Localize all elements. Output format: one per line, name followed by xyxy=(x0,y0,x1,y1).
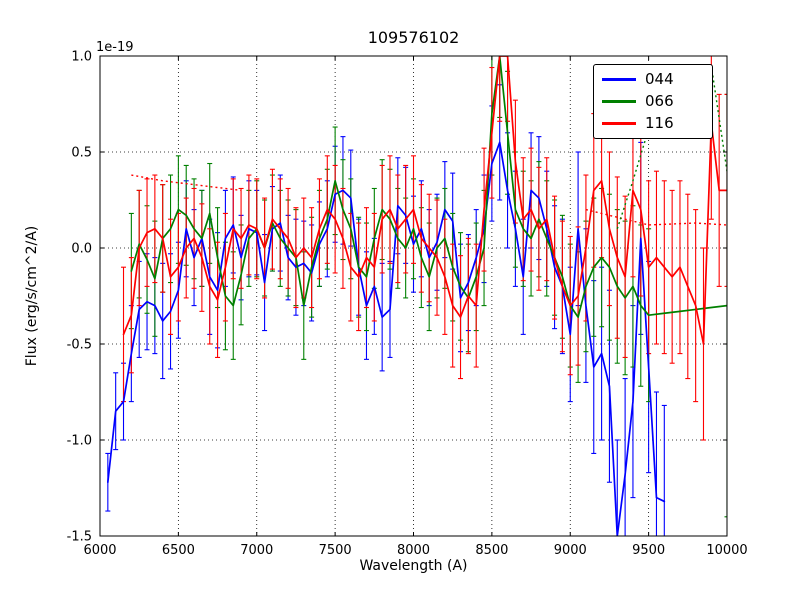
svg-text:8500: 8500 xyxy=(475,543,508,558)
y-axis-label: Flux (erg/s/cm^2/A) xyxy=(24,225,40,367)
svg-text:7500: 7500 xyxy=(319,543,352,558)
x-tick-labels: 6000 6500 7000 7500 8000 8500 9000 9500 10000 xyxy=(83,543,747,558)
svg-text:8000: 8000 xyxy=(397,543,430,558)
legend-label-066: 066 xyxy=(645,92,674,110)
y-axis-scale-offset: 1e-19 xyxy=(96,40,134,55)
legend-line-sample-116 xyxy=(602,122,636,125)
svg-text:9500: 9500 xyxy=(632,543,665,558)
series-line-066 xyxy=(130,56,727,318)
chart-title: 109576102 xyxy=(367,28,460,47)
svg-text:-1.5: -1.5 xyxy=(67,530,92,545)
legend-entry-044: 044 xyxy=(602,70,704,89)
legend-entry-116: 116 xyxy=(602,114,704,133)
legend-entry-066: 066 xyxy=(602,92,704,111)
legend-line-sample-066 xyxy=(602,100,636,103)
legend: 044 066 116 xyxy=(593,64,713,139)
y-tick-labels: -1.5 -1.0 -0.5 0.0 0.5 1.0 xyxy=(67,50,92,545)
svg-text:0.0: 0.0 xyxy=(71,242,92,257)
svg-text:-0.5: -0.5 xyxy=(67,338,92,353)
svg-text:7000: 7000 xyxy=(240,543,273,558)
legend-line-sample-044 xyxy=(602,78,636,81)
axis-ticks xyxy=(99,55,728,537)
series-line-116 xyxy=(122,56,727,345)
errorbars-044 xyxy=(105,84,667,536)
svg-text:0.5: 0.5 xyxy=(71,146,92,161)
dotted-overlay-0 xyxy=(131,174,242,192)
svg-text:9000: 9000 xyxy=(554,543,587,558)
plot-area xyxy=(105,56,727,536)
svg-text:10000: 10000 xyxy=(706,543,747,558)
svg-text:1.0: 1.0 xyxy=(71,50,92,65)
svg-text:-1.0: -1.0 xyxy=(67,434,92,449)
legend-label-116: 116 xyxy=(645,114,674,132)
series-line-044 xyxy=(106,141,666,536)
x-axis-label: Wavelength (A) xyxy=(359,558,468,574)
svg-text:6500: 6500 xyxy=(162,543,195,558)
svg-text:6000: 6000 xyxy=(83,543,116,558)
legend-label-044: 044 xyxy=(645,70,674,88)
